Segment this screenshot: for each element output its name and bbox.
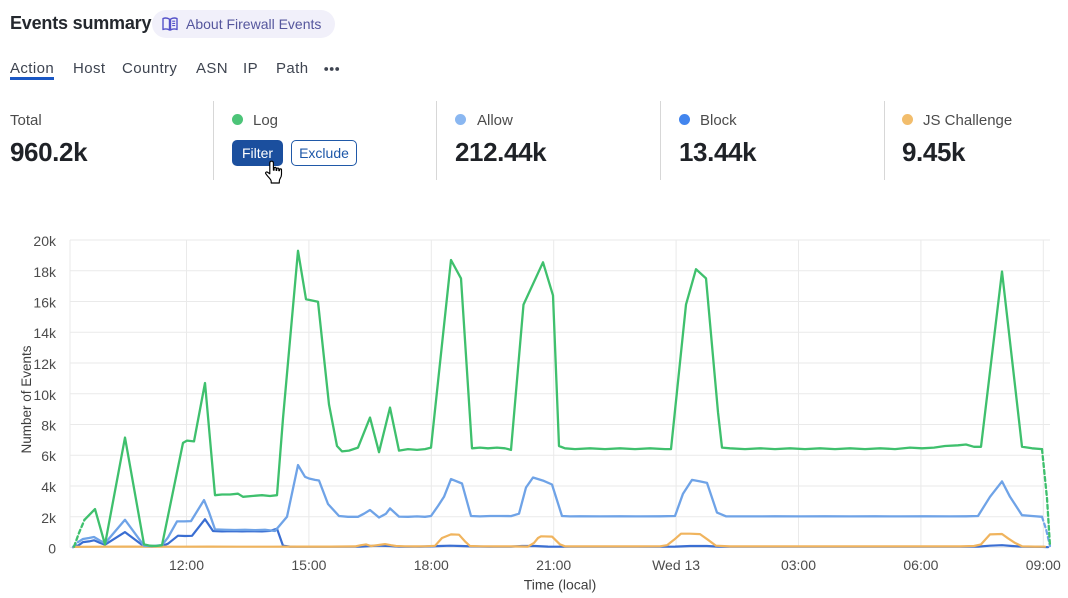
svg-text:6k: 6k xyxy=(41,448,57,464)
svg-text:Time (local): Time (local) xyxy=(524,577,597,593)
svg-text:12k: 12k xyxy=(33,356,57,372)
svg-text:03:00: 03:00 xyxy=(781,557,816,573)
svg-text:0: 0 xyxy=(48,541,56,557)
svg-text:09:00: 09:00 xyxy=(1026,557,1061,573)
svg-text:Wed 13: Wed 13 xyxy=(652,557,700,573)
svg-text:8k: 8k xyxy=(41,418,57,434)
svg-text:06:00: 06:00 xyxy=(903,557,938,573)
svg-text:20k: 20k xyxy=(33,233,57,249)
svg-text:10k: 10k xyxy=(33,387,57,403)
svg-text:16k: 16k xyxy=(33,295,57,311)
svg-text:Number of Events: Number of Events xyxy=(19,345,34,453)
svg-text:21:00: 21:00 xyxy=(536,557,571,573)
svg-text:14k: 14k xyxy=(33,325,57,341)
svg-text:2k: 2k xyxy=(41,510,57,526)
svg-text:12:00: 12:00 xyxy=(169,557,204,573)
svg-text:15:00: 15:00 xyxy=(291,557,326,573)
svg-text:4k: 4k xyxy=(41,479,57,495)
svg-text:18:00: 18:00 xyxy=(414,557,449,573)
svg-text:18k: 18k xyxy=(33,264,57,280)
